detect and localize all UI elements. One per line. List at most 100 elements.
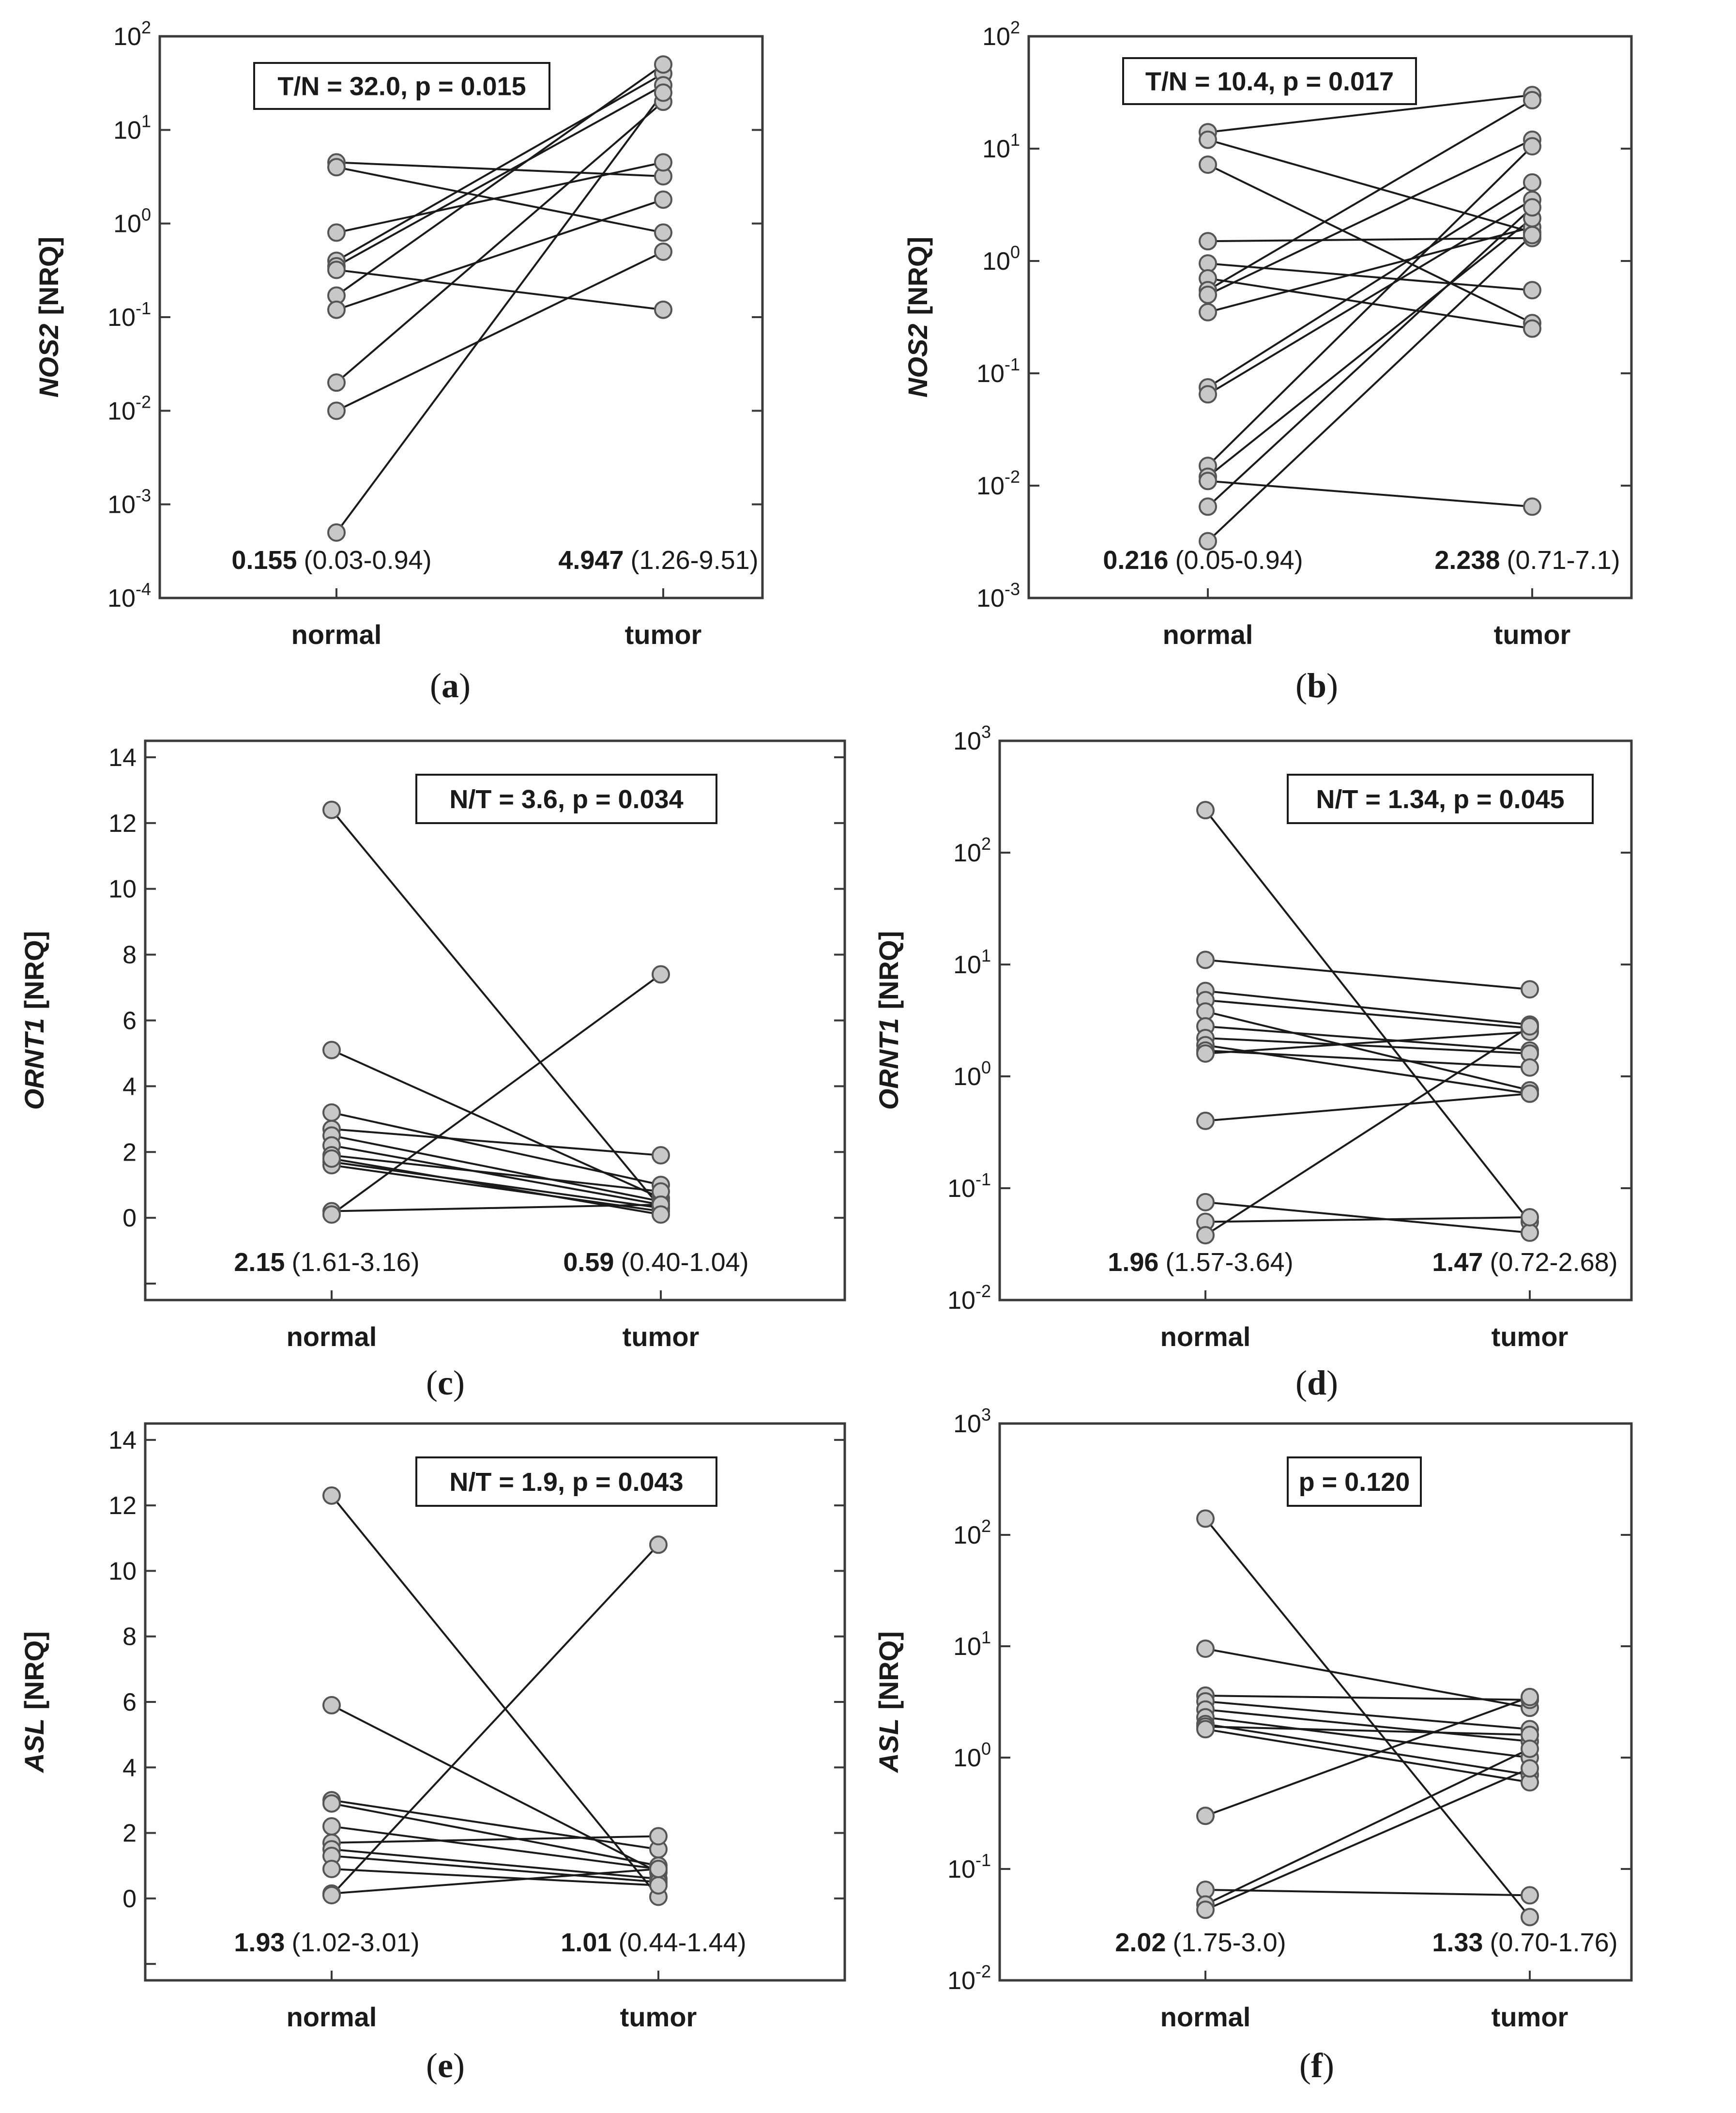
- panel-label-close: ): [1323, 2046, 1334, 2085]
- point-normal: [1199, 130, 1217, 149]
- tick-exponent: 1: [1010, 130, 1020, 150]
- y-tick-label: 10-2: [947, 1961, 991, 1995]
- pair-line: [331, 1868, 659, 1895]
- point-tumor: [654, 242, 672, 261]
- median-annotation: 0.155 (0.03-0.94): [231, 546, 431, 575]
- x-category-label: tumor: [1492, 2002, 1568, 2032]
- median-value: 1.33: [1432, 1928, 1483, 1957]
- pair-line: [331, 1161, 661, 1209]
- stat-annotation: p = 0.120: [1299, 1468, 1410, 1497]
- median-annotation: 0.216 (0.05-0.94): [1103, 546, 1303, 575]
- tick-base: 10: [976, 584, 1005, 612]
- tick-base: 10: [107, 491, 136, 519]
- pair-line: [1207, 94, 1533, 134]
- tick-base: 10: [953, 1633, 981, 1661]
- tick-base: 10: [107, 304, 136, 332]
- point-normal: [327, 158, 346, 177]
- y-tick-label: 2: [122, 1138, 137, 1166]
- pair-line: [336, 73, 664, 262]
- point-tumor: [1523, 226, 1541, 245]
- y-axis-label: ORNT1 [NRQ]: [873, 931, 904, 1110]
- pair-line: [335, 63, 664, 297]
- pair-line: [1204, 809, 1531, 1223]
- pair-line: [1204, 1518, 1531, 1918]
- pair-line: [1207, 145, 1533, 467]
- pair-line: [1205, 1031, 1530, 1055]
- tick-exponent: -1: [975, 1850, 991, 1870]
- x-category-label: tumor: [620, 2002, 697, 2032]
- y-axis-gene: ASL: [19, 1718, 49, 1774]
- point-normal: [1196, 1509, 1215, 1528]
- tick-base: 10: [982, 247, 1010, 276]
- point-normal: [1196, 801, 1215, 820]
- y-tick-label: 12: [108, 1492, 137, 1520]
- stat-annotation: T/N = 10.4, p = 0.017: [1145, 67, 1394, 96]
- point-tumor: [1523, 137, 1541, 156]
- point-tumor: [1523, 281, 1541, 300]
- y-axis-gene: ORNT1: [873, 1018, 904, 1110]
- median-range: (0.72-2.68): [1490, 1248, 1617, 1277]
- y-tick-label: 102: [113, 17, 151, 51]
- point-tumor: [654, 300, 672, 319]
- pair-line: [331, 1825, 659, 1870]
- point-normal: [1199, 303, 1217, 322]
- tick-exponent: -1: [1005, 354, 1020, 374]
- pair-line: [1205, 1695, 1530, 1701]
- panel-label: (c): [426, 1363, 465, 1402]
- y-axis-label: ASL [NRQ]: [19, 1631, 49, 1774]
- panel-label: (d): [1295, 1363, 1338, 1402]
- median-value: 1.47: [1432, 1248, 1483, 1277]
- pair-line: [1205, 1767, 1530, 1911]
- y-axis-unit: [NRQ]: [873, 931, 904, 1010]
- point-tumor: [649, 1827, 668, 1846]
- pair-line: [1205, 1889, 1530, 1897]
- pair-line: [1205, 959, 1530, 991]
- pair-line: [1207, 164, 1533, 324]
- x-category-label: tumor: [623, 1321, 700, 1352]
- point-normal: [1196, 950, 1215, 969]
- panel-label-open: (: [426, 2046, 438, 2085]
- y-tick-label: 10-1: [107, 298, 151, 332]
- point-tumor: [1523, 198, 1541, 217]
- median-range: (1.02-3.01): [291, 1928, 419, 1957]
- point-normal: [327, 523, 346, 542]
- median-value: 1.96: [1108, 1248, 1158, 1277]
- tick-base: 10: [982, 23, 1010, 51]
- plot-frame: [998, 1422, 1633, 1982]
- x-category-label: normal: [291, 619, 382, 650]
- pair-line: [1205, 1648, 1530, 1709]
- x-category-label: normal: [1160, 1321, 1251, 1352]
- y-tick-label: 10-2: [976, 467, 1020, 500]
- tick-exponent: 3: [981, 722, 991, 742]
- point-normal: [322, 800, 341, 819]
- y-tick-label: 0: [122, 1204, 137, 1232]
- pair-line: [1207, 138, 1533, 233]
- point-tumor: [1521, 1084, 1539, 1103]
- tick-exponent: 3: [981, 1405, 991, 1424]
- chart-panel-e: 0 2 4 6 8 10 12 14 normal tumor ASL [NRQ] N/T = 1.9,…: [19, 1422, 846, 2032]
- point-normal: [322, 1886, 341, 1905]
- panel-label-open: (: [1295, 666, 1307, 705]
- median-annotation: 1.47 (0.72-2.68): [1432, 1248, 1617, 1277]
- point-tumor: [1521, 1739, 1539, 1758]
- y-tick-label: 2: [122, 1820, 137, 1848]
- tick-base: 10: [976, 472, 1005, 500]
- x-category-label: normal: [287, 2002, 377, 2032]
- y-tick-label: 8: [122, 941, 137, 969]
- pair-line: [1205, 1037, 1530, 1055]
- point-normal: [1196, 1193, 1215, 1211]
- median-range: (0.71-7.1): [1507, 546, 1620, 575]
- point-normal: [322, 1103, 341, 1122]
- pair-line: [1207, 480, 1533, 508]
- pair-line: [331, 1157, 661, 1216]
- point-tumor: [652, 965, 670, 984]
- tick-base: 10: [947, 1175, 975, 1203]
- tick-base: 10: [953, 1063, 981, 1091]
- point-tumor: [654, 55, 672, 74]
- pair-line: [1207, 226, 1533, 313]
- point-normal: [1199, 472, 1217, 490]
- y-axis-unit: [NRQ]: [19, 1631, 49, 1710]
- y-tick-label: 103: [953, 1405, 991, 1438]
- point-tumor: [1521, 1687, 1539, 1706]
